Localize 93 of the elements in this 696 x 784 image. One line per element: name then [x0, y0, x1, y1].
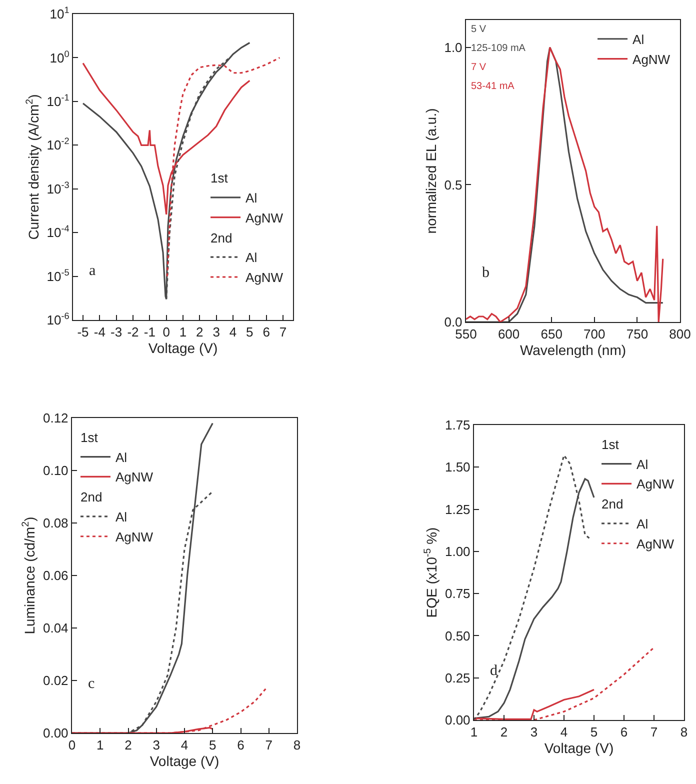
x-tick-label: 3 — [530, 724, 538, 740]
annotation: 53-41 mA — [471, 81, 515, 92]
x-tick-label: 600 — [498, 326, 520, 342]
annotation: a — [89, 263, 96, 279]
text: 2nd — [602, 496, 624, 512]
y-tick-label: 0.75 — [444, 586, 470, 602]
x-tick-label: 2 — [196, 324, 204, 340]
x-tick-label: 4 — [180, 738, 188, 753]
y-tick-label: 1.75 — [444, 418, 470, 433]
y-tick-label: 1.50 — [444, 460, 470, 475]
y-tick-label: 10$^{1}$ — [50, 5, 70, 22]
y-tick-label: 10$^{-3}$ — [46, 180, 70, 196]
x-tick-label: 6 — [262, 324, 270, 340]
x-tick-label: 7 — [650, 724, 658, 740]
y-tick-label: 10$^{0}$ — [50, 48, 70, 66]
x-tick-label: 5 — [209, 738, 216, 753]
x-tick-label: -3 — [110, 324, 122, 340]
text: 2nd — [80, 490, 102, 505]
y-tick-label: 10$^{-2}$ — [46, 136, 70, 153]
text: 1st — [210, 170, 228, 186]
legend-label: Al — [632, 32, 644, 47]
x-tick-label: 0 — [68, 738, 76, 753]
x-tick-label: 1 — [179, 324, 187, 340]
x-tick-label: 5 — [246, 324, 254, 340]
x-tick-label: 650 — [540, 326, 562, 342]
annotation: 7 V — [471, 62, 486, 73]
x-tick-label: 7 — [265, 738, 272, 753]
annotation: 5 V — [471, 24, 486, 35]
x-tick-label: 6 — [237, 738, 244, 753]
annotation: d — [490, 663, 498, 679]
annotation: b — [482, 265, 490, 281]
legend-label: Al — [115, 510, 128, 525]
y-tick-label: 1.0 — [444, 40, 462, 55]
x-tick-label: 1 — [96, 738, 104, 753]
y-tick-label: 0.08 — [42, 516, 68, 531]
x-tick-label: -1 — [144, 324, 156, 340]
y-tick-label: 10$^{-5}$ — [46, 267, 70, 284]
legend-label: Al — [246, 190, 258, 206]
x-axis-title: Voltage (V) — [148, 340, 218, 356]
y-tick-label: 1.00 — [444, 544, 470, 559]
legend-label: Al — [115, 450, 128, 465]
text: 2nd — [210, 230, 232, 246]
x-tick-label: -2 — [127, 324, 139, 340]
y-tick-label: 0.02 — [42, 673, 68, 688]
x-tick-label: 7 — [279, 324, 287, 340]
x-axis-title: Voltage (V) — [544, 740, 614, 756]
x-tick-label: 3 — [212, 324, 220, 340]
legend-label: Al — [246, 250, 258, 266]
legend-label: AgNW — [246, 270, 284, 286]
annotation: 125-109 mA — [471, 43, 526, 54]
x-axis-title: Voltage (V) — [150, 753, 220, 769]
legend-label: Al — [636, 516, 648, 532]
x-tick-label: 6 — [620, 724, 628, 740]
x-tick-label: 8 — [680, 724, 688, 740]
x-tick-label: 1 — [470, 724, 478, 740]
x-tick-label: -5 — [77, 324, 89, 340]
legend-label: AgNW — [246, 210, 284, 226]
y-tick-label: 10$^{-6}$ — [46, 311, 70, 328]
annotation: c — [88, 676, 95, 692]
x-tick-label: 4 — [229, 324, 237, 340]
y-tick-label: 0.12 — [42, 410, 68, 426]
y-tick-label: 10$^{-4}$ — [46, 224, 70, 240]
y-tick-label: 0.04 — [42, 620, 68, 636]
x-tick-label: -4 — [94, 324, 106, 340]
y-axis-title: normalized EL (a.u.) — [422, 108, 439, 234]
legend-label: AgNW — [632, 52, 671, 67]
y-tick-label: 1.25 — [444, 502, 470, 517]
x-tick-label: 800 — [669, 326, 691, 342]
x-tick-label: 3 — [152, 738, 160, 753]
text: 1st — [602, 436, 619, 452]
x-tick-label: 2 — [124, 738, 132, 753]
x-tick-label: 0 — [162, 324, 170, 340]
x-tick-label: 2 — [500, 724, 508, 740]
y-tick-label: 0.50 — [444, 628, 470, 644]
y-tick-label: 0.00 — [42, 726, 68, 741]
x-tick-label: 8 — [293, 738, 301, 753]
x-tick-label: 5 — [590, 724, 598, 740]
y-tick-label: 0.5 — [444, 177, 462, 192]
legend-label: AgNW — [115, 529, 154, 544]
y-tick-label: 0.10 — [42, 463, 68, 478]
legend-label: AgNW — [636, 476, 675, 492]
x-tick-label: 4 — [560, 724, 568, 740]
x-tick-label: 750 — [626, 326, 648, 342]
legend-label: Al — [636, 456, 648, 472]
y-tick-label: 0.25 — [444, 670, 470, 686]
y-tick-label: 0.06 — [42, 568, 68, 584]
y-tick-label: 0.00 — [444, 712, 470, 728]
y-tick-label: 10$^{-1}$ — [46, 92, 70, 109]
x-tick-label: 700 — [584, 326, 606, 342]
x-axis-title: Wavelength (nm) — [520, 342, 626, 358]
text: 1st — [80, 430, 98, 445]
legend-label: AgNW — [115, 470, 154, 485]
legend-label: AgNW — [636, 536, 675, 552]
